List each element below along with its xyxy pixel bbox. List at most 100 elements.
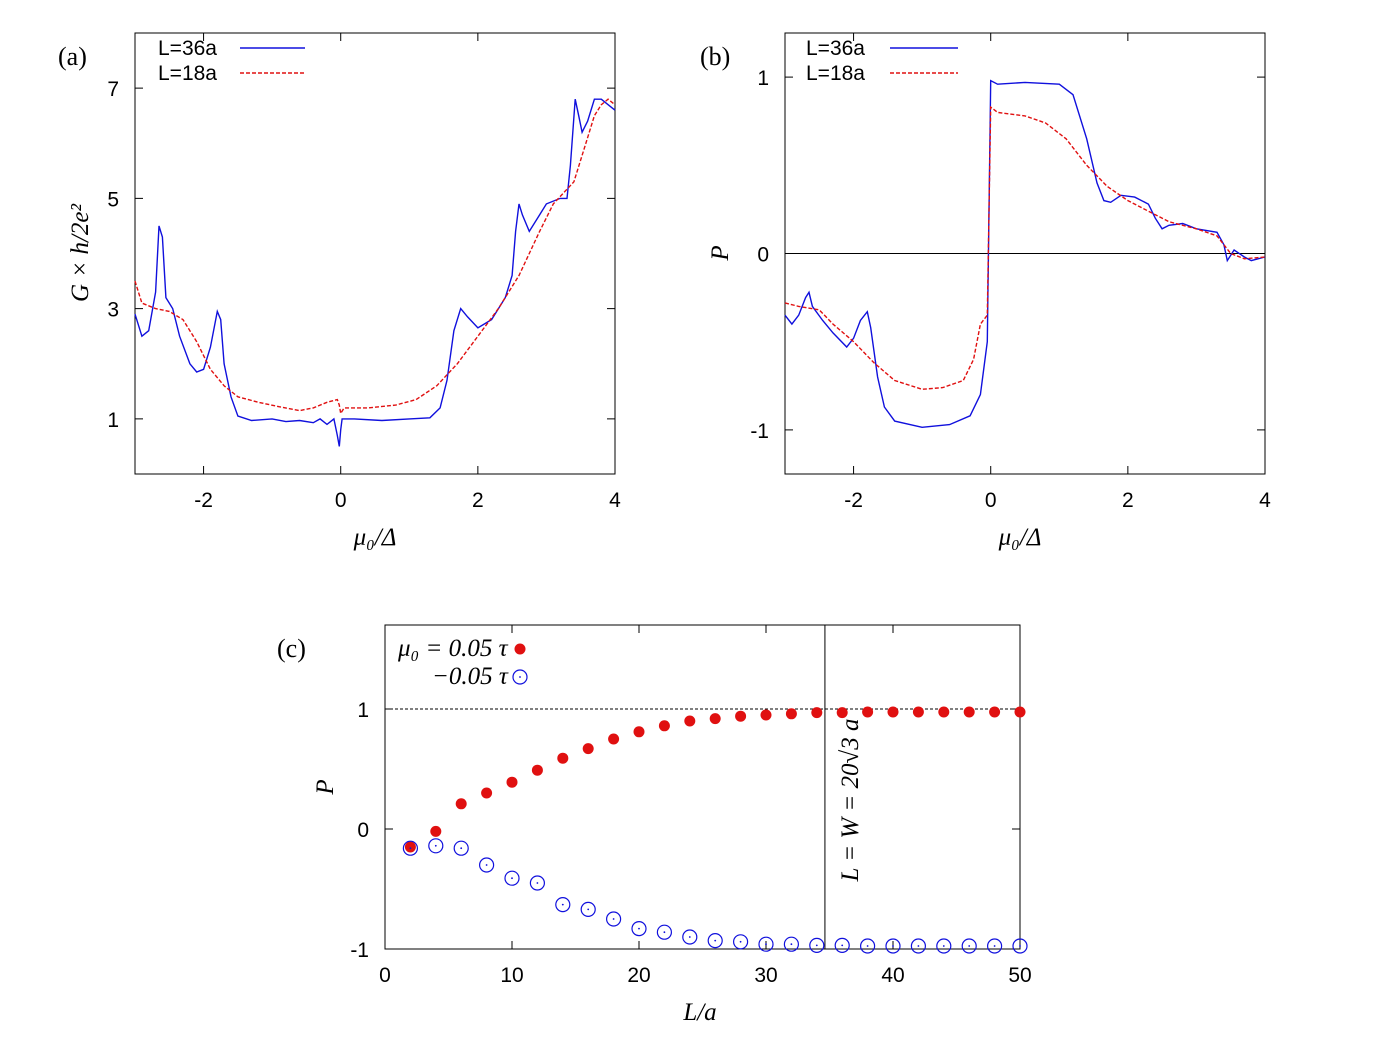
- data-point-center: [587, 908, 590, 911]
- x-tick-label: 30: [754, 964, 777, 987]
- y-tick-label: 0: [357, 819, 369, 842]
- data-point: [963, 706, 975, 718]
- data-point: [430, 825, 442, 837]
- legend-label: L=18a: [158, 62, 217, 85]
- x-tick-label: 4: [1259, 489, 1271, 512]
- data-point: [504, 870, 520, 886]
- data-point: [834, 937, 850, 954]
- data-point-center: [485, 864, 488, 866]
- data-point: [938, 706, 950, 718]
- data-point: [887, 706, 899, 718]
- data-point: [760, 709, 772, 721]
- y-tick-label: 0: [757, 244, 769, 267]
- x-tick-label: 10: [500, 964, 523, 987]
- data-point: [809, 937, 825, 954]
- legend-label: L=36a: [158, 37, 217, 60]
- panel-label: (b): [700, 42, 730, 71]
- data-point: [836, 707, 848, 719]
- data-point: [735, 710, 747, 722]
- data-point: [428, 838, 444, 854]
- x-tick-label: 0: [379, 964, 391, 987]
- data-point: [608, 733, 620, 745]
- data-point-center: [409, 847, 412, 850]
- x-axis-label: L/a: [682, 999, 716, 1026]
- data-point: [555, 896, 571, 913]
- series-line-1: [134, 98, 616, 447]
- plot-frame: [384, 624, 1021, 950]
- data-point-center: [663, 931, 666, 934]
- x-axis-label: μ₀/Δ: [353, 524, 397, 551]
- x-tick-label: 20: [627, 964, 650, 987]
- data-point: [783, 936, 800, 952]
- x-tick-label: 2: [1122, 489, 1134, 512]
- data-point: [605, 911, 622, 927]
- data-point-center: [714, 939, 717, 942]
- x-axis-label: μ₀/Δ: [998, 524, 1042, 551]
- data-point: [656, 924, 673, 940]
- y-tick-label: 5: [107, 188, 119, 211]
- y-tick-label: 7: [107, 78, 119, 101]
- data-point: [707, 932, 723, 949]
- data-point: [859, 938, 876, 954]
- x-tick-label: 50: [1008, 964, 1031, 987]
- y-tick-label: 3: [107, 299, 119, 322]
- data-point-center: [790, 943, 793, 946]
- x-tick-label: 0: [985, 489, 997, 512]
- legend-marker: [514, 643, 526, 655]
- vertical-marker-label: L = W = 20√3 a: [837, 719, 864, 883]
- x-tick-label: 4: [609, 489, 621, 512]
- data-point: [404, 841, 416, 853]
- data-point: [658, 720, 670, 732]
- data-point-center: [942, 945, 945, 947]
- panel-c: 0 10 20 30 40 50 -1 0 1 (c) L/a P L = W = 20√3 a μ₀ =…: [277, 624, 1032, 1026]
- data-point: [479, 857, 495, 873]
- y-axis-label: G × h/2e²: [67, 204, 94, 302]
- data-point: [684, 715, 696, 727]
- x-tick-label: -2: [844, 489, 863, 512]
- series-line-2: [784, 105, 1266, 391]
- y-axis-label: P: [707, 245, 734, 261]
- data-point: [709, 713, 721, 725]
- data-point: [785, 708, 797, 720]
- data-point: [936, 938, 952, 954]
- data-point-center: [460, 847, 463, 850]
- data-point: [989, 706, 1001, 718]
- data-point: [506, 776, 518, 788]
- data-point-center: [917, 945, 920, 947]
- legend-label: L=18a: [806, 62, 865, 85]
- data-point: [682, 929, 698, 945]
- data-point: [557, 752, 569, 764]
- data-point: [1014, 706, 1026, 718]
- data-point: [633, 726, 645, 738]
- data-point: [582, 743, 594, 755]
- x-tick-label: 40: [881, 964, 904, 987]
- data-point-center: [638, 927, 640, 930]
- data-point: [862, 706, 874, 718]
- data-point: [453, 840, 469, 856]
- data-point: [531, 764, 543, 776]
- data-point-center: [739, 940, 742, 943]
- data-point-center: [993, 945, 996, 947]
- data-point: [910, 938, 927, 954]
- data-point-center: [765, 943, 767, 946]
- data-point: [455, 798, 467, 810]
- x-tick-label: 0: [335, 489, 347, 512]
- panel-label: (a): [58, 42, 87, 71]
- data-point-center: [892, 945, 894, 947]
- data-point-center: [434, 844, 437, 847]
- data-point-center: [1019, 945, 1021, 947]
- data-point-center: [561, 903, 564, 906]
- series-line-2: [134, 98, 616, 416]
- series-line-1: [784, 79, 1266, 429]
- y-tick-label: -1: [750, 420, 769, 443]
- data-point: [529, 875, 546, 891]
- data-point-center: [968, 945, 971, 947]
- y-tick-label: -1: [350, 939, 369, 962]
- data-point: [986, 938, 1003, 954]
- data-point: [580, 901, 596, 918]
- data-point: [811, 707, 823, 719]
- data-point-center: [688, 936, 691, 938]
- x-tick-label: 2: [472, 489, 484, 512]
